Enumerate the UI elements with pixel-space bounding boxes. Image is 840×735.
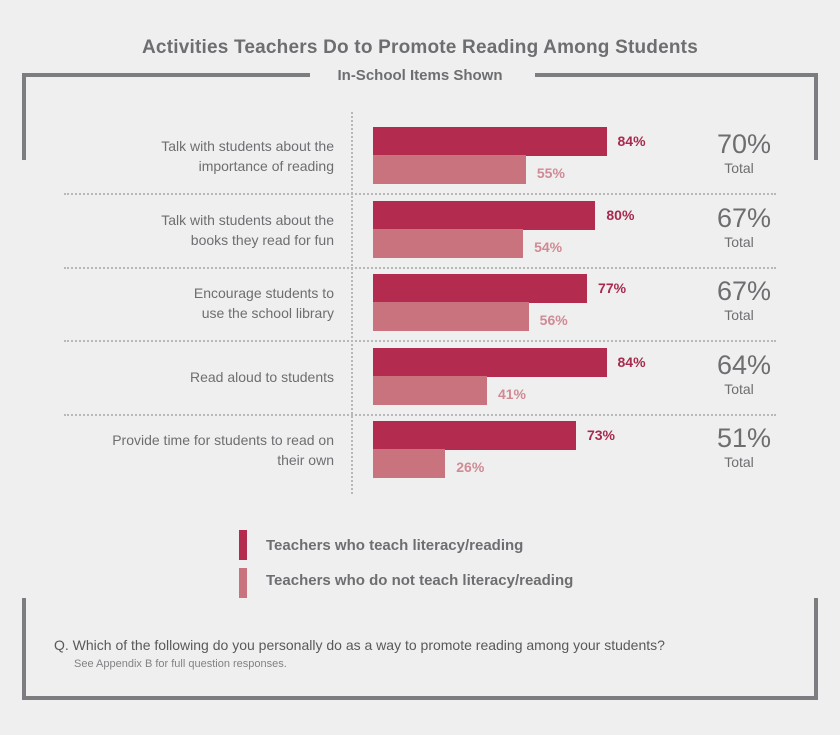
legend-swatch-teach xyxy=(239,530,247,560)
frame-right-top xyxy=(814,73,818,160)
category-label-2: Encourage students to use the school libr… xyxy=(44,283,334,323)
total-label-0: Total xyxy=(724,160,754,176)
frame-left-top xyxy=(22,73,26,160)
total-value-4: 51% xyxy=(716,423,772,453)
legend-label-teach: Teachers who teach literacy/reading xyxy=(266,537,524,554)
legend-swatch-not-teach xyxy=(239,568,247,598)
data-label-2-2: 56% xyxy=(539,312,568,328)
row-separator-2 xyxy=(64,340,776,342)
total-value-3: 64% xyxy=(716,350,772,380)
bar-2-3 xyxy=(373,376,487,405)
data-label-2-1: 54% xyxy=(534,239,563,255)
frame-bottom xyxy=(22,696,818,700)
category-label-1: Talk with students about the books they r… xyxy=(44,210,334,250)
data-label-1-2: 77% xyxy=(598,280,627,296)
total-value-2: 67% xyxy=(716,276,772,306)
legend-label-not-teach: Teachers who do not teach literacy/readi… xyxy=(266,572,574,589)
vertical-gridline xyxy=(351,112,353,494)
category-label-line: Encourage students to xyxy=(193,285,334,301)
category-label-line: Talk with students about the xyxy=(161,138,334,154)
bar-2-1 xyxy=(373,229,524,258)
data-label-2-3: 41% xyxy=(497,386,526,402)
category-label-0: Talk with students about the importance o… xyxy=(44,136,334,176)
total-value-0: 70% xyxy=(716,129,772,159)
total-value-1: 67% xyxy=(716,203,772,233)
frame-top-right xyxy=(535,73,818,77)
category-label-4: Provide time for students to read on thei… xyxy=(44,430,334,470)
data-label-1-4: 73% xyxy=(586,427,615,443)
bar-1-3 xyxy=(373,348,607,377)
frame-left-bottom xyxy=(22,598,26,700)
total-label-2: Total xyxy=(724,307,754,323)
bar-1-0 xyxy=(373,127,607,156)
category-label-line: importance of reading xyxy=(198,158,334,174)
row-separator-0 xyxy=(64,193,776,195)
data-label-1-3: 84% xyxy=(617,354,646,370)
data-label-1-1: 80% xyxy=(606,207,635,223)
category-label-line: use the school library xyxy=(201,305,334,321)
frame-right-bottom xyxy=(814,598,818,700)
category-label-line: Provide time for students to read on xyxy=(112,432,334,448)
category-label-line: Read aloud to students xyxy=(190,369,334,385)
bar-1-1 xyxy=(373,201,596,230)
data-label-2-4: 26% xyxy=(456,459,485,475)
category-label-line: their own xyxy=(277,452,334,468)
bar-1-4 xyxy=(373,421,576,450)
total-label-3: Total xyxy=(724,381,754,397)
total-label-4: Total xyxy=(724,454,754,470)
row-separator-1 xyxy=(64,267,776,269)
bar-2-0 xyxy=(373,155,526,184)
bar-1-2 xyxy=(373,274,588,303)
category-label-line: books they read for fun xyxy=(190,232,334,248)
category-label-line: Talk with students about the xyxy=(161,212,334,228)
survey-question: Q. Which of the following do you persona… xyxy=(54,637,665,653)
data-label-2-0: 55% xyxy=(536,165,565,181)
data-label-1-0: 84% xyxy=(617,133,646,149)
row-separator-3 xyxy=(64,414,776,416)
category-label-3: Read aloud to students xyxy=(44,367,334,387)
appendix-note: See Appendix B for full question respons… xyxy=(74,658,287,670)
bar-2-4 xyxy=(373,449,446,478)
total-label-1: Total xyxy=(724,234,754,250)
chart-subtitle: In-School Items Shown xyxy=(337,67,503,84)
chart-title: Activities Teachers Do to Promote Readin… xyxy=(142,37,698,58)
frame-top-left xyxy=(22,73,310,77)
bar-2-2 xyxy=(373,302,529,331)
